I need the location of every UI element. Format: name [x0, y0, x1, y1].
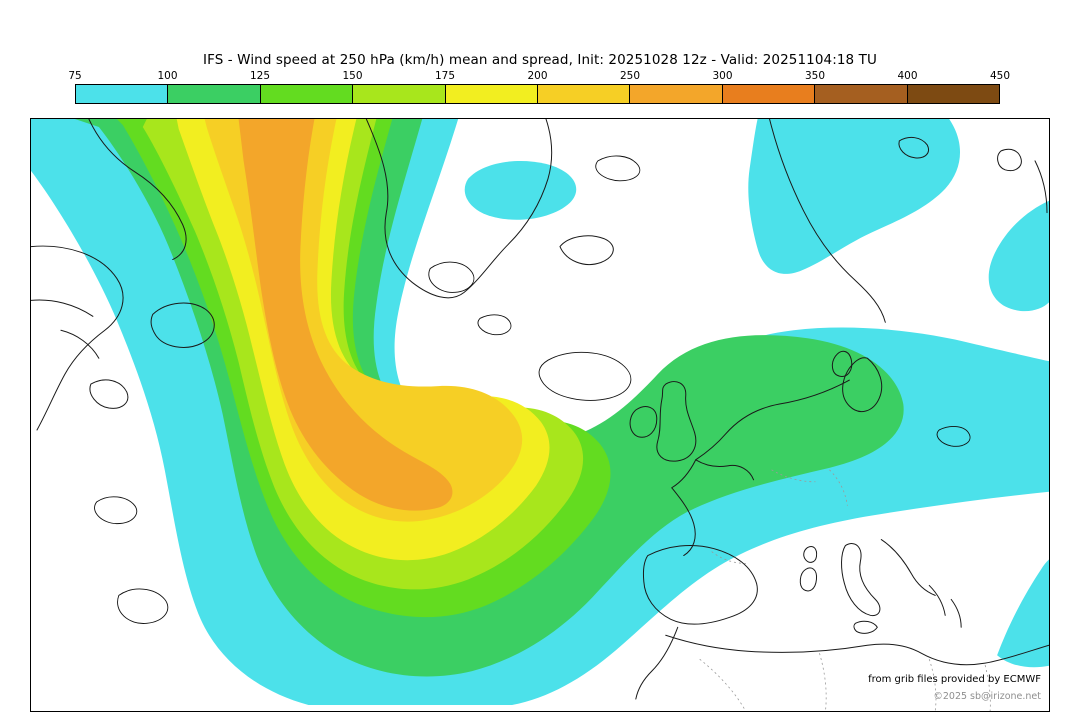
wind-field-75-southeast-streak — [997, 559, 1049, 668]
coastline-baltic — [842, 357, 883, 413]
colorbar-segment — [630, 85, 723, 103]
colorbar — [75, 84, 1000, 104]
colorbar-tick-label: 400 — [897, 70, 918, 82]
colorbar-segment — [907, 85, 1000, 103]
coastline-ireland — [629, 406, 658, 438]
colorbar-tick-label: 175 — [434, 70, 456, 82]
coastline-st-lawrence — [31, 299, 100, 359]
wind-field-250-contour — [238, 119, 453, 511]
coastline-sardinia — [799, 567, 818, 592]
spread-contour — [477, 314, 512, 336]
coastline-greenland — [365, 119, 553, 299]
coastline-sicily — [853, 620, 878, 634]
colorbar-tick-label: 125 — [249, 70, 271, 82]
coastline-italy — [841, 543, 881, 617]
colorbar-segment — [538, 85, 631, 103]
colorbar-segment — [722, 85, 816, 103]
coastline-balkans — [880, 539, 936, 596]
colorbar-segment — [815, 85, 908, 103]
colorbar-tick-label: 350 — [804, 70, 826, 82]
coastline-newfoundland — [150, 302, 215, 348]
wind-field-75-right-edge-patch — [988, 200, 1049, 312]
coastline-nova-scotia — [89, 379, 129, 409]
colorbar-segment — [445, 85, 539, 103]
country-border — [984, 665, 991, 711]
colorbar-tick-label: 200 — [527, 70, 548, 82]
colorbar-segment — [353, 85, 446, 103]
colorbar-wrap: 75 100 125 150 175 200 250 300 350 400 450 — [68, 70, 1010, 104]
colorbar-tick-label: 300 — [712, 70, 733, 82]
colorbar-tick-label: 100 — [157, 70, 178, 82]
spread-contour — [936, 426, 971, 447]
data-source-credit: from grib files provided by ECMWF — [868, 674, 1041, 685]
country-border — [699, 658, 746, 711]
colorbar-tick-label: 75 — [68, 70, 82, 82]
wind-field-75-iceland-patch — [464, 160, 577, 220]
spread-contour — [595, 155, 641, 182]
coastline-france-biscay — [671, 459, 697, 557]
page-title: IFS - Wind speed at 250 hPa (km/h) mean … — [203, 52, 877, 68]
colorbar-tick-label: 450 — [989, 70, 1011, 82]
country-border — [829, 469, 848, 506]
map-canvas — [31, 119, 1049, 711]
coastline-great-britain — [656, 381, 697, 462]
colorbar-segment — [260, 85, 354, 103]
spread-contour — [428, 261, 475, 293]
coastline-iberia — [642, 544, 758, 625]
colorbar-tick-label: 150 — [342, 70, 363, 82]
coastline-baffin — [88, 119, 187, 261]
colorbar-segment — [76, 85, 169, 103]
coastline-arctic-island-1 — [898, 136, 929, 159]
country-border — [928, 659, 937, 711]
spread-contour — [117, 588, 169, 624]
wind-field-75-scandinavia-patch — [748, 119, 961, 274]
country-border — [711, 551, 748, 564]
copyright-notice: ©2025 sb@irizone.net — [933, 691, 1041, 702]
coastline-labrador — [31, 245, 124, 431]
coastline-iceland — [559, 235, 614, 266]
map-frame: from grib files provided by ECMWF ©2025 … — [30, 118, 1050, 712]
colorbar-ticks: 75 100 125 150 175 200 250 300 350 400 450 — [68, 70, 1010, 83]
spread-contour — [94, 496, 138, 525]
spread-contour — [538, 351, 632, 401]
coastline-greece — [928, 584, 962, 628]
coastline-north-africa — [665, 634, 1049, 666]
coastline-novaya-zemlya — [1034, 160, 1048, 214]
colorbar-segment — [168, 85, 261, 103]
coastline-arctic-island-2 — [997, 148, 1022, 172]
coastline-north-sea-channel — [695, 379, 850, 481]
colorbar-tick-label: 250 — [619, 70, 641, 82]
coastline-norway — [769, 119, 886, 323]
country-border — [819, 653, 827, 711]
coastline-corsica — [803, 546, 818, 563]
coastline-denmark — [831, 350, 853, 377]
coastline-morocco — [635, 626, 679, 700]
